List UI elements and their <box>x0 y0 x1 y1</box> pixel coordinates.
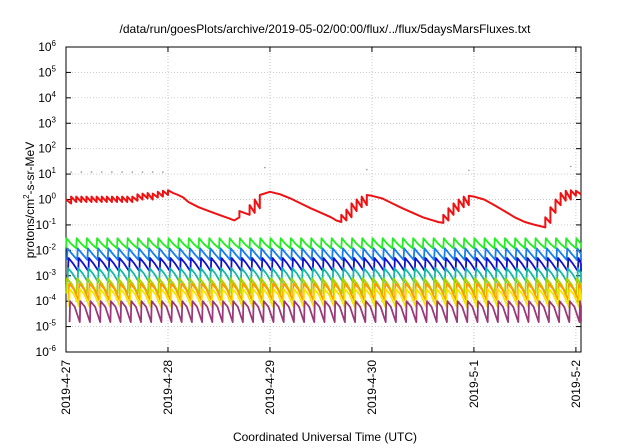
upper-marker <box>100 171 103 173</box>
y-tick-label: 10-6 <box>36 344 57 359</box>
series-line-1 <box>65 189 582 229</box>
y-axis-label: protons/cm2-s-sr-MeV <box>22 142 37 258</box>
y-tick-label: 102 <box>38 141 56 156</box>
series-line-7 <box>67 282 582 301</box>
x-tick-label: 2019-4-30 <box>365 360 379 415</box>
upper-marker <box>141 171 144 173</box>
x-tick-label: 2019-5-1 <box>467 360 481 408</box>
upper-marker <box>80 171 83 173</box>
series-line-3 <box>66 247 582 261</box>
y-tick-label: 103 <box>38 115 56 130</box>
series-line-5 <box>66 267 582 284</box>
upper-marker <box>468 169 470 172</box>
series-line-8 <box>68 288 582 308</box>
x-tick-label: 2019-5-2 <box>569 360 583 408</box>
upper-marker <box>264 166 266 169</box>
upper-marker <box>131 171 134 173</box>
x-tick-label: 2019-4-27 <box>59 360 73 415</box>
y-tick-label: 101 <box>38 166 56 181</box>
upper-marker <box>162 171 164 173</box>
y-tick-label: 10-5 <box>36 319 57 334</box>
upper-marker <box>121 171 123 173</box>
y-tick-label: 100 <box>38 192 56 207</box>
y-tick-label: 10-1 <box>36 217 57 232</box>
y-tick-label: 104 <box>38 90 56 105</box>
series-line-6 <box>65 277 582 295</box>
upper-marker <box>151 171 154 173</box>
y-tick-label: 10-2 <box>36 242 57 257</box>
upper-marker <box>90 171 93 173</box>
upper-marker <box>570 165 572 168</box>
y-tick-label: 106 <box>38 39 56 54</box>
x-tick-label: 2019-4-28 <box>161 360 175 415</box>
series-line-4 <box>67 257 582 273</box>
upper-marker <box>70 171 72 173</box>
x-axis-label: Coordinated Universal Time (UTC) <box>233 430 417 444</box>
x-tick-label: 2019-4-29 <box>263 360 277 415</box>
series-line-2 <box>65 237 582 250</box>
upper-marker <box>111 171 113 173</box>
upper-marker <box>366 168 368 171</box>
y-tick-label: 105 <box>38 64 56 79</box>
y-tick-label: 10-3 <box>36 268 57 283</box>
chart-title: /data/run/goesPlots/archive/2019-05-02/0… <box>120 22 532 36</box>
y-tick-label: 10-4 <box>36 293 57 308</box>
data-series <box>65 165 582 323</box>
series-line-9 <box>68 300 582 323</box>
y-axis-ticks: 10-6 10-5 10-4 10-3 10-2 10-1 100 101 102 103 104 1… <box>36 39 581 359</box>
x-axis-ticks: 2019-4-27 2019-4-28 2019-4-29 2019-4-30 2019… <box>59 47 583 415</box>
